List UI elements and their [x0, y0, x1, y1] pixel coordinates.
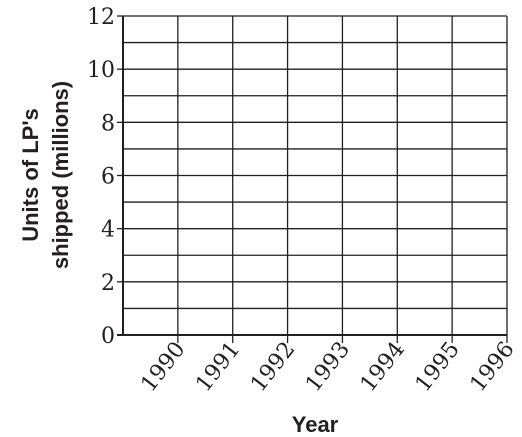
y-tick-labels: 0 2 4 6 8 10 12 [87, 5, 123, 349]
x-tick-labels: 1990 1991 1992 1993 1994 1995 1996 [136, 337, 519, 397]
x-tick-label-1995: 1995 [411, 337, 465, 397]
chart-grid [117, 15, 508, 343]
y-axis-label: Units of LP's shipped (millions) [18, 81, 73, 269]
y-tick-label-12: 12 [87, 5, 115, 30]
x-tick-label-1994: 1994 [356, 337, 410, 397]
y-tick-label-6: 6 [101, 165, 115, 190]
x-tick-label-1991: 1991 [191, 337, 245, 397]
y-tick-label-0: 0 [101, 324, 115, 349]
x-tick-label-1992: 1992 [246, 337, 300, 397]
y-axis-label-line-2: shipped (millions) [48, 81, 73, 269]
y-tick-label-10: 10 [87, 58, 115, 83]
x-axis-label: Year [292, 412, 339, 437]
y-tick-label-4: 4 [101, 218, 115, 243]
x-tick-label-1996: 1996 [466, 337, 520, 397]
x-tick-label-1993: 1993 [301, 337, 355, 397]
x-tick-label-1990: 1990 [136, 337, 190, 397]
y-axis-label-line-1: Units of LP's [18, 108, 43, 242]
y-tick-label-2: 2 [101, 271, 115, 296]
y-tick-label-8: 8 [101, 111, 115, 136]
